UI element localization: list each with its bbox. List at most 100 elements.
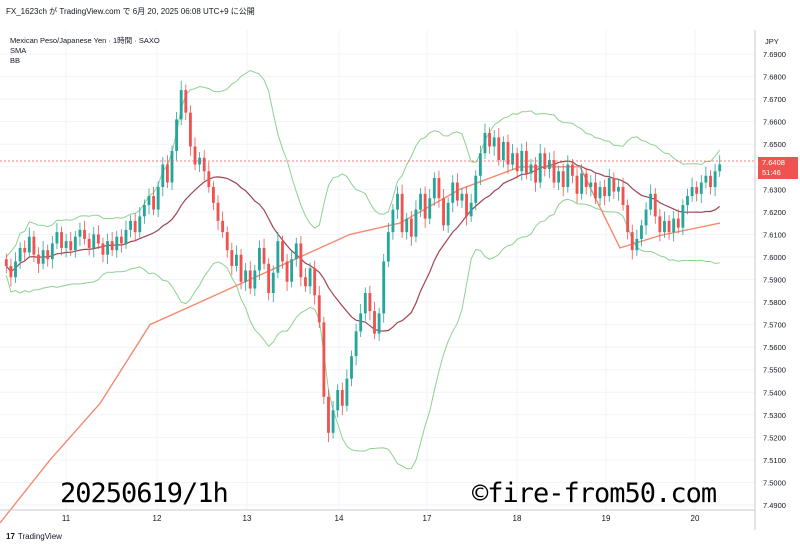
candle-body xyxy=(55,232,59,244)
candle-body xyxy=(253,270,257,289)
candle-body xyxy=(594,182,597,199)
candle-body xyxy=(474,175,478,203)
candle-body xyxy=(230,250,234,266)
candle-body xyxy=(658,216,662,233)
candle-body xyxy=(607,178,611,197)
candle-body xyxy=(267,263,271,294)
candle-body xyxy=(327,396,330,433)
candle-body xyxy=(317,295,321,323)
sma-indicator-label[interactable]: SMA xyxy=(10,46,27,55)
candle-body xyxy=(46,250,50,260)
candle-body xyxy=(41,250,45,264)
candle-body xyxy=(165,164,169,183)
candle-body xyxy=(290,259,294,282)
candle-body xyxy=(32,236,36,255)
grid xyxy=(0,30,755,510)
price-tick-label: 7.6300 xyxy=(763,185,786,194)
legend: Mexican Peso/Japanese Yen · 1時間 · SAXO S… xyxy=(10,36,160,66)
candle-body xyxy=(442,198,445,226)
candle-body xyxy=(27,236,31,253)
candle-body xyxy=(488,132,491,147)
candle-body xyxy=(570,164,574,176)
bb-upper-line xyxy=(5,69,721,258)
candle-body xyxy=(663,220,666,233)
candle-body xyxy=(465,193,468,217)
candle-body xyxy=(69,241,73,251)
candle-body xyxy=(414,209,418,237)
candle-body xyxy=(589,182,593,188)
price-tick-label: 7.6100 xyxy=(763,230,786,239)
price-tick-label: 7.4900 xyxy=(763,501,786,510)
candle-body xyxy=(147,196,151,206)
candle-body xyxy=(621,187,625,206)
candle-body xyxy=(248,270,252,289)
candle-body xyxy=(529,164,533,174)
sma-long-line xyxy=(0,166,721,524)
last-price-value: 7.6408 xyxy=(762,158,785,167)
date-watermark: 20250619/1h xyxy=(60,478,229,509)
price-tick-label: 7.6600 xyxy=(763,118,786,127)
candle-body xyxy=(152,196,156,210)
price-tick-label: 7.5500 xyxy=(763,366,786,375)
sma-short-line xyxy=(5,160,721,332)
candle-body xyxy=(359,313,363,332)
candle-body xyxy=(676,218,680,228)
candle-body xyxy=(396,193,399,210)
time-tick-label: 14 xyxy=(335,514,344,523)
candle-body xyxy=(612,178,616,192)
candle-body xyxy=(18,247,22,262)
candle-body xyxy=(276,241,280,273)
candle-body xyxy=(455,182,459,201)
candle-body xyxy=(87,238,91,248)
candle-body xyxy=(718,164,722,172)
candle-body xyxy=(138,216,142,233)
candle-body xyxy=(221,220,225,233)
candle-body xyxy=(193,146,197,165)
candle-body xyxy=(492,137,496,147)
time-tick-label: 12 xyxy=(153,514,162,523)
candle-body xyxy=(322,322,326,397)
candle-body xyxy=(561,171,565,188)
candle-body xyxy=(308,268,312,287)
bb-indicator-label[interactable]: BB xyxy=(10,56,21,65)
candle-body xyxy=(704,175,708,183)
candle-body xyxy=(345,378,349,406)
time-axis[interactable]: 11 12 13 14 17 18 19 20 xyxy=(62,514,700,523)
tradingview-logo[interactable]: 17 TradingView xyxy=(6,532,62,541)
candle-body xyxy=(211,187,215,203)
candle-body xyxy=(294,243,298,260)
candle-body xyxy=(281,241,284,262)
candle-body xyxy=(179,90,183,120)
candle-body xyxy=(216,202,220,221)
symbol-title[interactable]: Mexican Peso/Japanese Yen · 1時間 · SAXO xyxy=(10,36,160,45)
candle-body xyxy=(699,182,703,194)
candle-body xyxy=(511,153,515,165)
candle-body xyxy=(617,187,620,192)
candle-body xyxy=(262,247,266,264)
candle-body xyxy=(649,193,653,210)
candle-body xyxy=(552,159,556,183)
candle-body xyxy=(644,209,648,226)
price-axis[interactable]: 7.4900 7.5000 7.5100 7.5200 7.5300 7.5400 7.55… xyxy=(763,50,786,510)
candle-body xyxy=(460,193,464,201)
price-tick-label: 7.5100 xyxy=(763,456,786,465)
candle-body xyxy=(373,311,376,334)
price-tick-label: 7.6800 xyxy=(763,73,786,82)
candle-body xyxy=(23,247,27,253)
candle-body xyxy=(285,261,289,282)
candle-body xyxy=(667,220,671,233)
candle-body xyxy=(515,153,519,172)
price-tick-label: 7.6000 xyxy=(763,253,786,262)
candle-body xyxy=(400,193,404,233)
candle-body xyxy=(506,141,510,165)
indicators xyxy=(0,69,721,524)
candle-body xyxy=(483,132,487,154)
tradingview-icon: 17 xyxy=(6,532,15,541)
candle-body xyxy=(409,218,413,237)
candle-body xyxy=(630,232,634,251)
candle-body xyxy=(437,178,441,199)
candle-body xyxy=(423,193,427,219)
candle-body xyxy=(653,193,657,217)
candle-body xyxy=(96,234,100,244)
